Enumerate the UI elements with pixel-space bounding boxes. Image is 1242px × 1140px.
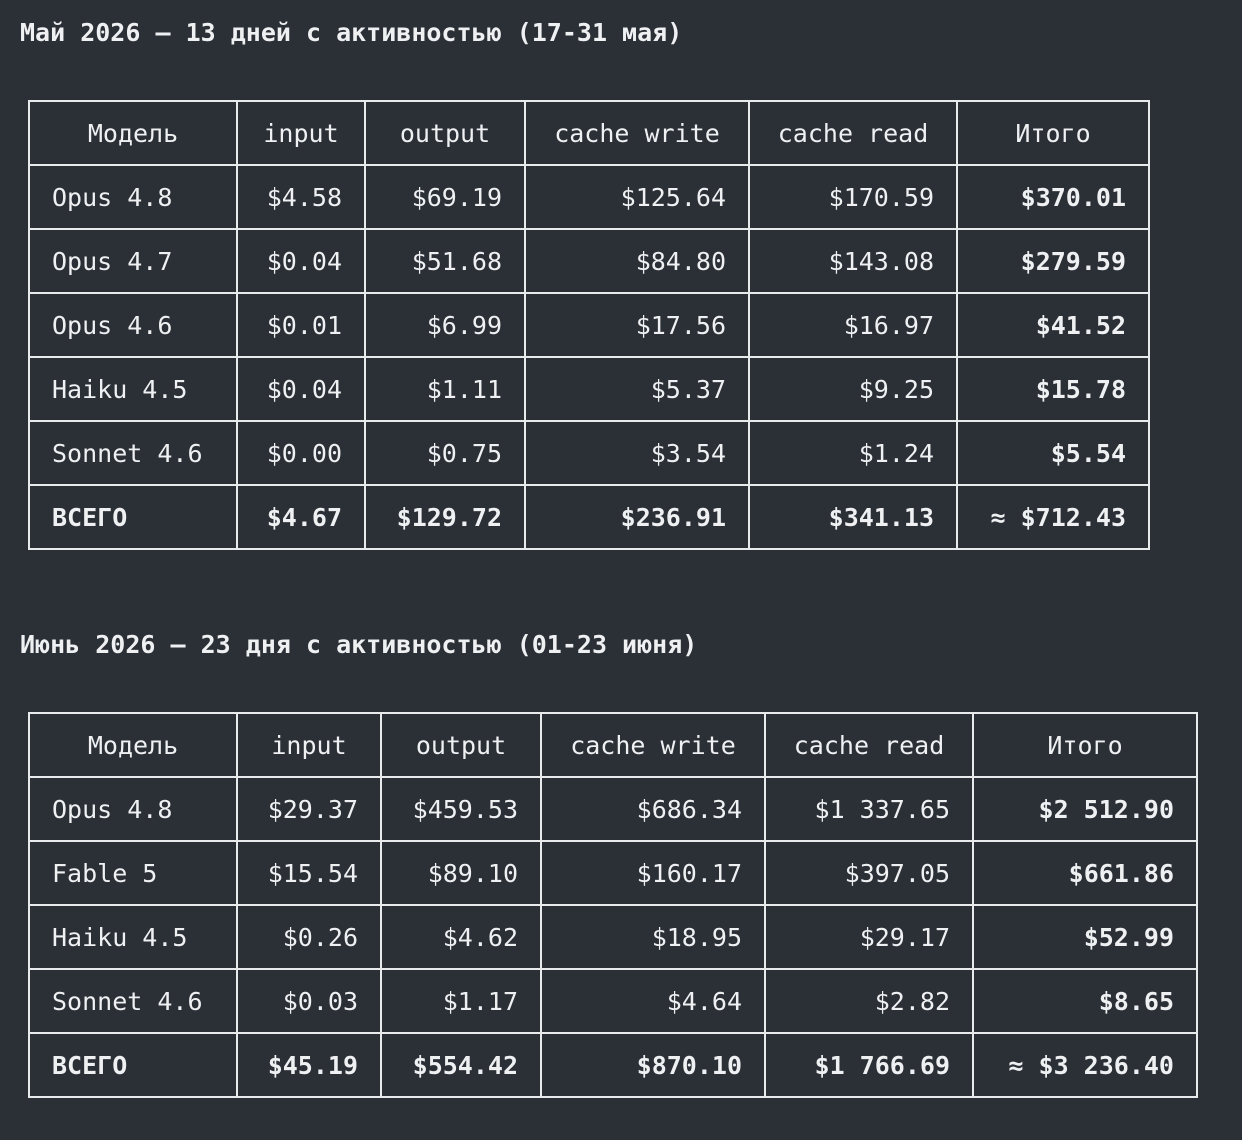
cost-cell: $0.03 xyxy=(236,968,382,1034)
cost-cell: $84.80 xyxy=(524,228,750,294)
cost-cell: $459.53 xyxy=(380,776,542,842)
cost-cell: $29.17 xyxy=(764,904,974,970)
cost-cell: $1.17 xyxy=(380,968,542,1034)
column-header: cache write xyxy=(540,712,766,778)
model-row: Opus 4.7 $0.04 $51.68 $84.80 $143.08 $279.59 xyxy=(28,228,1150,294)
cost-cell: $686.34 xyxy=(540,776,766,842)
cost-cell: $89.10 xyxy=(380,840,542,906)
cost-cell: $370.01 xyxy=(956,164,1150,230)
column-header: cache read xyxy=(748,100,958,166)
model-row: Opus 4.8 $4.58 $69.19 $125.64 $170.59 $370.01 xyxy=(28,164,1150,230)
model-name: Haiku 4.5 xyxy=(28,904,238,970)
model-name: ВСЕГО xyxy=(28,484,238,550)
model-name: Opus 4.6 xyxy=(28,292,238,358)
total-row: ВСЕГО $4.67 $129.72 $236.91 $341.13 ≈ $712.43 xyxy=(28,484,1150,550)
column-header: output xyxy=(364,100,526,166)
cost-cell: $4.58 xyxy=(236,164,366,230)
cost-cell: $0.26 xyxy=(236,904,382,970)
cost-cell: $41.52 xyxy=(956,292,1150,358)
cost-cell: $1.11 xyxy=(364,356,526,422)
cost-cell: $0.04 xyxy=(236,356,366,422)
cost-cell: ≈ $3 236.40 xyxy=(972,1032,1198,1098)
cost-cell: $129.72 xyxy=(364,484,526,550)
section-title: Май 2026 — 13 дней с активностью (17-31 … xyxy=(20,18,683,47)
cost-cell: $0.01 xyxy=(236,292,366,358)
model-row: Haiku 4.5 $0.04 $1.11 $5.37 $9.25 $15.78 xyxy=(28,356,1150,422)
cost-cell: $236.91 xyxy=(524,484,750,550)
cost-cell: $4.62 xyxy=(380,904,542,970)
cost-table: Модель input output cache write cache read Ит… xyxy=(28,712,1198,1098)
cost-cell: $8.65 xyxy=(972,968,1198,1034)
column-header: Итого xyxy=(956,100,1150,166)
cost-cell: $2.82 xyxy=(764,968,974,1034)
header-row: Модель input output cache write cache read Ит… xyxy=(28,712,1198,778)
model-row: Sonnet 4.6 $0.03 $1.17 $4.64 $2.82 $8.65 xyxy=(28,968,1198,1034)
cost-cell: $3.54 xyxy=(524,420,750,486)
model-row: Opus 4.8 $29.37 $459.53 $686.34 $1 337.65 $2 … xyxy=(28,776,1198,842)
cost-cell: $5.54 xyxy=(956,420,1150,486)
cost-cell: $15.78 xyxy=(956,356,1150,422)
cost-cell: $1.24 xyxy=(748,420,958,486)
column-header: output xyxy=(380,712,542,778)
cost-cell: $9.25 xyxy=(748,356,958,422)
model-name: Opus 4.8 xyxy=(28,776,238,842)
column-header: Модель xyxy=(28,100,238,166)
model-name: Opus 4.7 xyxy=(28,228,238,294)
cost-cell: $2 512.90 xyxy=(972,776,1198,842)
cost-cell: $1 766.69 xyxy=(764,1032,974,1098)
cost-cell: $341.13 xyxy=(748,484,958,550)
cost-cell: $6.99 xyxy=(364,292,526,358)
model-name: Opus 4.8 xyxy=(28,164,238,230)
cost-cell: $125.64 xyxy=(524,164,750,230)
cost-cell: $279.59 xyxy=(956,228,1150,294)
model-name: Fable 5 xyxy=(28,840,238,906)
cost-cell: $397.05 xyxy=(764,840,974,906)
cost-cell: $51.68 xyxy=(364,228,526,294)
model-row: Fable 5 $15.54 $89.10 $160.17 $397.05 $661.86 xyxy=(28,840,1198,906)
column-header: input xyxy=(236,100,366,166)
cost-cell: $4.67 xyxy=(236,484,366,550)
header-row: Модель input output cache write cache read Ит… xyxy=(28,100,1150,166)
cost-cell: $160.17 xyxy=(540,840,766,906)
model-name: Sonnet 4.6 xyxy=(28,420,238,486)
cost-cell: $0.00 xyxy=(236,420,366,486)
cost-cell: $52.99 xyxy=(972,904,1198,970)
cost-cell: $4.64 xyxy=(540,968,766,1034)
cost-cell: $0.75 xyxy=(364,420,526,486)
cost-cell: ≈ $712.43 xyxy=(956,484,1150,550)
cost-cell: $170.59 xyxy=(748,164,958,230)
cost-cell: $143.08 xyxy=(748,228,958,294)
cost-cell: $29.37 xyxy=(236,776,382,842)
section-title: Июнь 2026 — 23 дня с активностью (01-23 … xyxy=(20,630,698,659)
model-row: Sonnet 4.6 $0.00 $0.75 $3.54 $1.24 $5.54 xyxy=(28,420,1150,486)
cost-cell: $0.04 xyxy=(236,228,366,294)
column-header: Итого xyxy=(972,712,1198,778)
total-row: ВСЕГО $45.19 $554.42 $870.10 $1 766.69 ≈ $3 2… xyxy=(28,1032,1198,1098)
cost-table: Модель input output cache write cache read Ит… xyxy=(28,100,1150,550)
cost-cell: $45.19 xyxy=(236,1032,382,1098)
cost-cell: $15.54 xyxy=(236,840,382,906)
cost-cell: $18.95 xyxy=(540,904,766,970)
column-header: cache read xyxy=(764,712,974,778)
cost-cell: $17.56 xyxy=(524,292,750,358)
model-name: Haiku 4.5 xyxy=(28,356,238,422)
cost-cell: $870.10 xyxy=(540,1032,766,1098)
cost-cell: $69.19 xyxy=(364,164,526,230)
model-row: Haiku 4.5 $0.26 $4.62 $18.95 $29.17 $52.99 xyxy=(28,904,1198,970)
cost-cell: $16.97 xyxy=(748,292,958,358)
cost-cell: $661.86 xyxy=(972,840,1198,906)
cost-cell: $1 337.65 xyxy=(764,776,974,842)
cost-cell: $5.37 xyxy=(524,356,750,422)
column-header: Модель xyxy=(28,712,238,778)
model-row: Opus 4.6 $0.01 $6.99 $17.56 $16.97 $41.52 xyxy=(28,292,1150,358)
model-name: Sonnet 4.6 xyxy=(28,968,238,1034)
cost-cell: $554.42 xyxy=(380,1032,542,1098)
column-header: cache write xyxy=(524,100,750,166)
column-header: input xyxy=(236,712,382,778)
model-name: ВСЕГО xyxy=(28,1032,238,1098)
